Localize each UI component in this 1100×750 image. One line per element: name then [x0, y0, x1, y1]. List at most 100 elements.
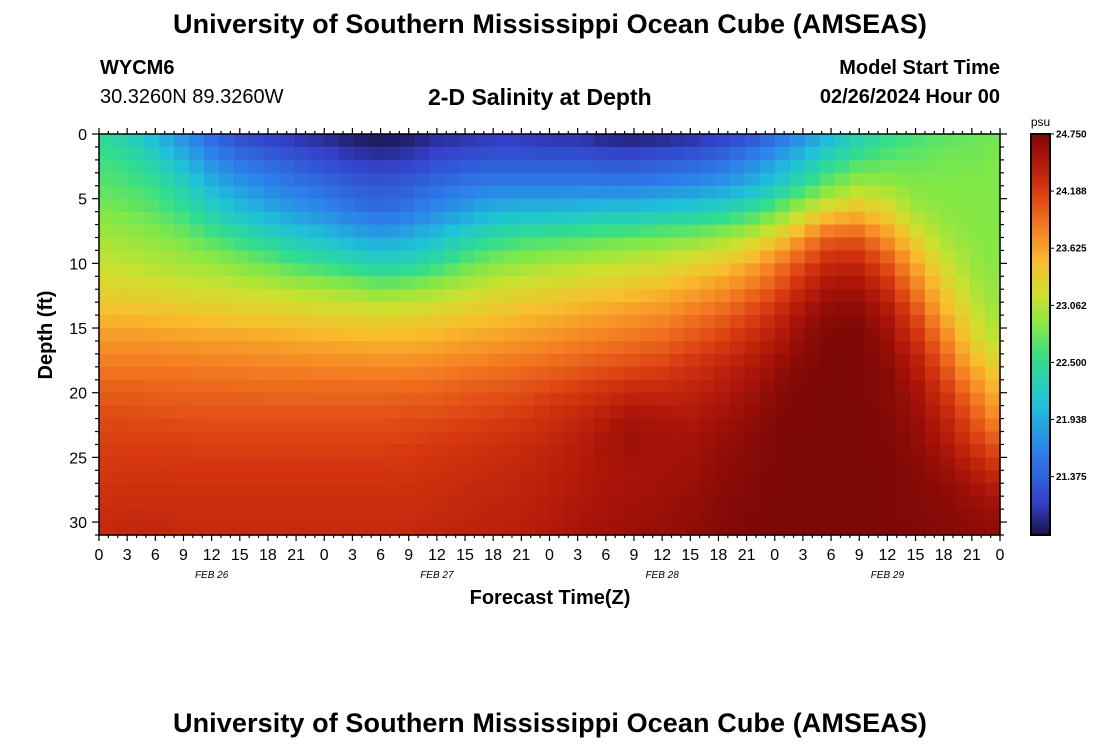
heatmap-cell [774, 483, 791, 497]
heatmap-cell [729, 444, 746, 458]
heatmap-cell [894, 185, 911, 200]
heatmap-cell [129, 470, 145, 484]
heatmap-cell [624, 483, 641, 497]
heatmap-cell [594, 392, 611, 407]
heatmap-cell [264, 302, 280, 316]
heatmap-cell [219, 418, 235, 433]
heatmap-cell [279, 185, 295, 200]
heatmap-cell [144, 315, 160, 329]
heatmap-cell [459, 418, 476, 433]
heatmap-cell [984, 366, 1001, 381]
heatmap-cell [789, 250, 806, 264]
heatmap-cell [894, 353, 911, 368]
heatmap-cell [744, 276, 761, 290]
x-tick-label: 3 [348, 547, 357, 564]
heatmap-cell [789, 328, 806, 342]
heatmap-cell [624, 509, 641, 523]
heatmap-cell [924, 159, 941, 174]
heatmap-cell [399, 496, 415, 510]
heatmap-cell [909, 522, 926, 536]
heatmap-cell [159, 276, 175, 290]
heatmap-cell [489, 483, 506, 497]
heatmap-cell [204, 276, 220, 290]
heatmap-cell [684, 289, 701, 303]
heatmap-cell [639, 328, 656, 342]
heatmap-cell [924, 457, 941, 471]
heatmap-cell [984, 237, 1001, 252]
heatmap-cell [489, 198, 506, 213]
heatmap-cell [819, 276, 836, 290]
heatmap-cell [819, 470, 836, 484]
heatmap-cell [219, 431, 235, 446]
heatmap-cell [519, 496, 536, 510]
heatmap-cell [834, 444, 851, 458]
heatmap-cell [939, 366, 956, 381]
heatmap-cell [294, 263, 310, 277]
heatmap-cell [729, 379, 746, 394]
heatmap-cell [864, 418, 881, 433]
heatmap-cell [699, 444, 716, 458]
heatmap-cell [534, 198, 551, 213]
heatmap-cell [609, 276, 626, 290]
heatmap-cell [804, 198, 821, 213]
heatmap-cell [669, 328, 686, 342]
heatmap-cell [174, 405, 190, 420]
heatmap-cell [864, 146, 881, 161]
heatmap-cell [669, 522, 686, 536]
heatmap-cell [384, 224, 400, 239]
heatmap-cell [564, 172, 581, 187]
heatmap-cell [189, 522, 205, 536]
heatmap-cell [414, 328, 430, 342]
heatmap-cell [549, 302, 566, 316]
heatmap-cell [789, 276, 806, 290]
heatmap-cell [684, 457, 701, 471]
heatmap-cell [639, 250, 656, 264]
heatmap-cell [249, 263, 265, 277]
heatmap-cell [834, 483, 851, 497]
heatmap-cell [729, 470, 746, 484]
heatmap-cell [429, 340, 445, 355]
heatmap-cell [879, 483, 896, 497]
heatmap-cell [444, 172, 460, 187]
heatmap-cell [969, 457, 986, 471]
heatmap-cell [564, 289, 581, 303]
heatmap-cell [714, 379, 731, 394]
heatmap-cell [549, 379, 566, 394]
heatmap-cell [594, 315, 611, 329]
heatmap-cell [99, 405, 115, 420]
heatmap-cell [234, 276, 250, 290]
heatmap-cell [954, 457, 971, 471]
heatmap-cell [249, 340, 265, 355]
heatmap-cell [279, 522, 295, 536]
heatmap-cell [354, 134, 370, 148]
x-tick-label: 0 [95, 547, 104, 564]
heatmap-cell [444, 224, 460, 239]
heatmap-cell [609, 483, 626, 497]
heatmap-cell [384, 198, 400, 213]
heatmap-cell [654, 134, 671, 148]
heatmap-cell [744, 172, 761, 187]
heatmap-cell [399, 185, 415, 200]
heatmap-cell [954, 315, 971, 329]
x-tick-label: 9 [179, 547, 188, 564]
heatmap-cell [369, 263, 385, 277]
heatmap-cell [639, 146, 656, 161]
heatmap-cell [99, 134, 115, 148]
heatmap-cell [624, 418, 641, 433]
heatmap-cell [669, 289, 686, 303]
heatmap-cell [684, 302, 701, 316]
heatmap-cell [744, 470, 761, 484]
heatmap-cell [804, 302, 821, 316]
heatmap-cell [549, 276, 566, 290]
heatmap-cell [324, 431, 340, 446]
heatmap-cell [834, 237, 851, 252]
date-label: FEB 28 [645, 570, 679, 581]
heatmap-cell [99, 185, 115, 200]
heatmap-cell [309, 392, 325, 407]
heatmap-cell [129, 224, 145, 239]
heatmap-cell [294, 185, 310, 200]
heatmap-cell [714, 340, 731, 355]
heatmap-cell [939, 483, 956, 497]
heatmap-cell [414, 405, 430, 420]
heatmap-cell [804, 470, 821, 484]
